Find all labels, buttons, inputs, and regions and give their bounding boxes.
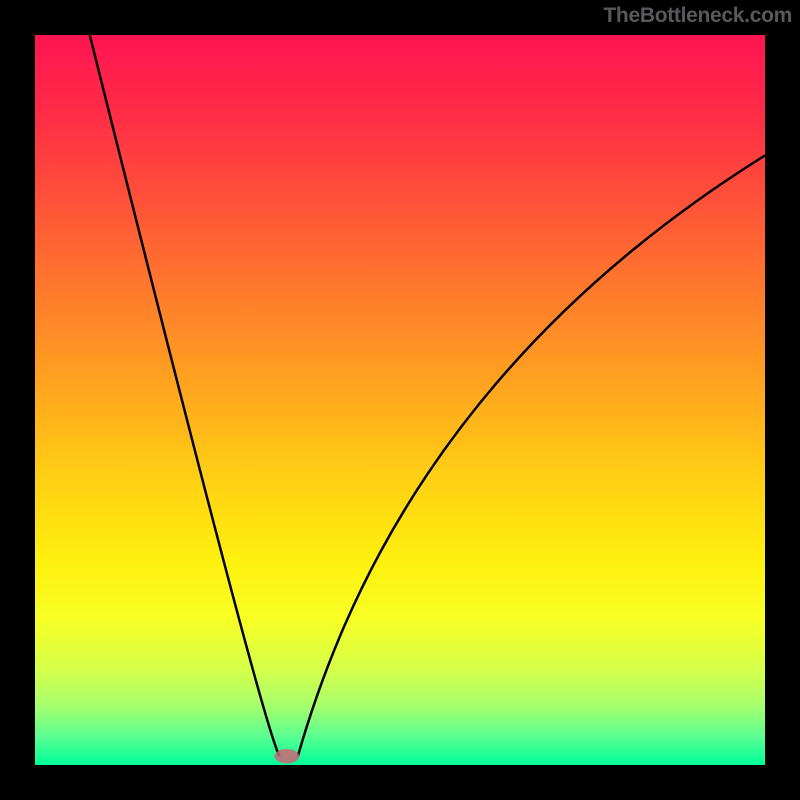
watermark-text: TheBottleneck.com	[603, 4, 792, 28]
valley-marker	[274, 749, 299, 764]
plot-area	[35, 35, 765, 765]
gradient-background	[35, 35, 765, 765]
chart-frame: TheBottleneck.com	[0, 0, 800, 800]
bottleneck-curve-chart	[35, 35, 765, 765]
